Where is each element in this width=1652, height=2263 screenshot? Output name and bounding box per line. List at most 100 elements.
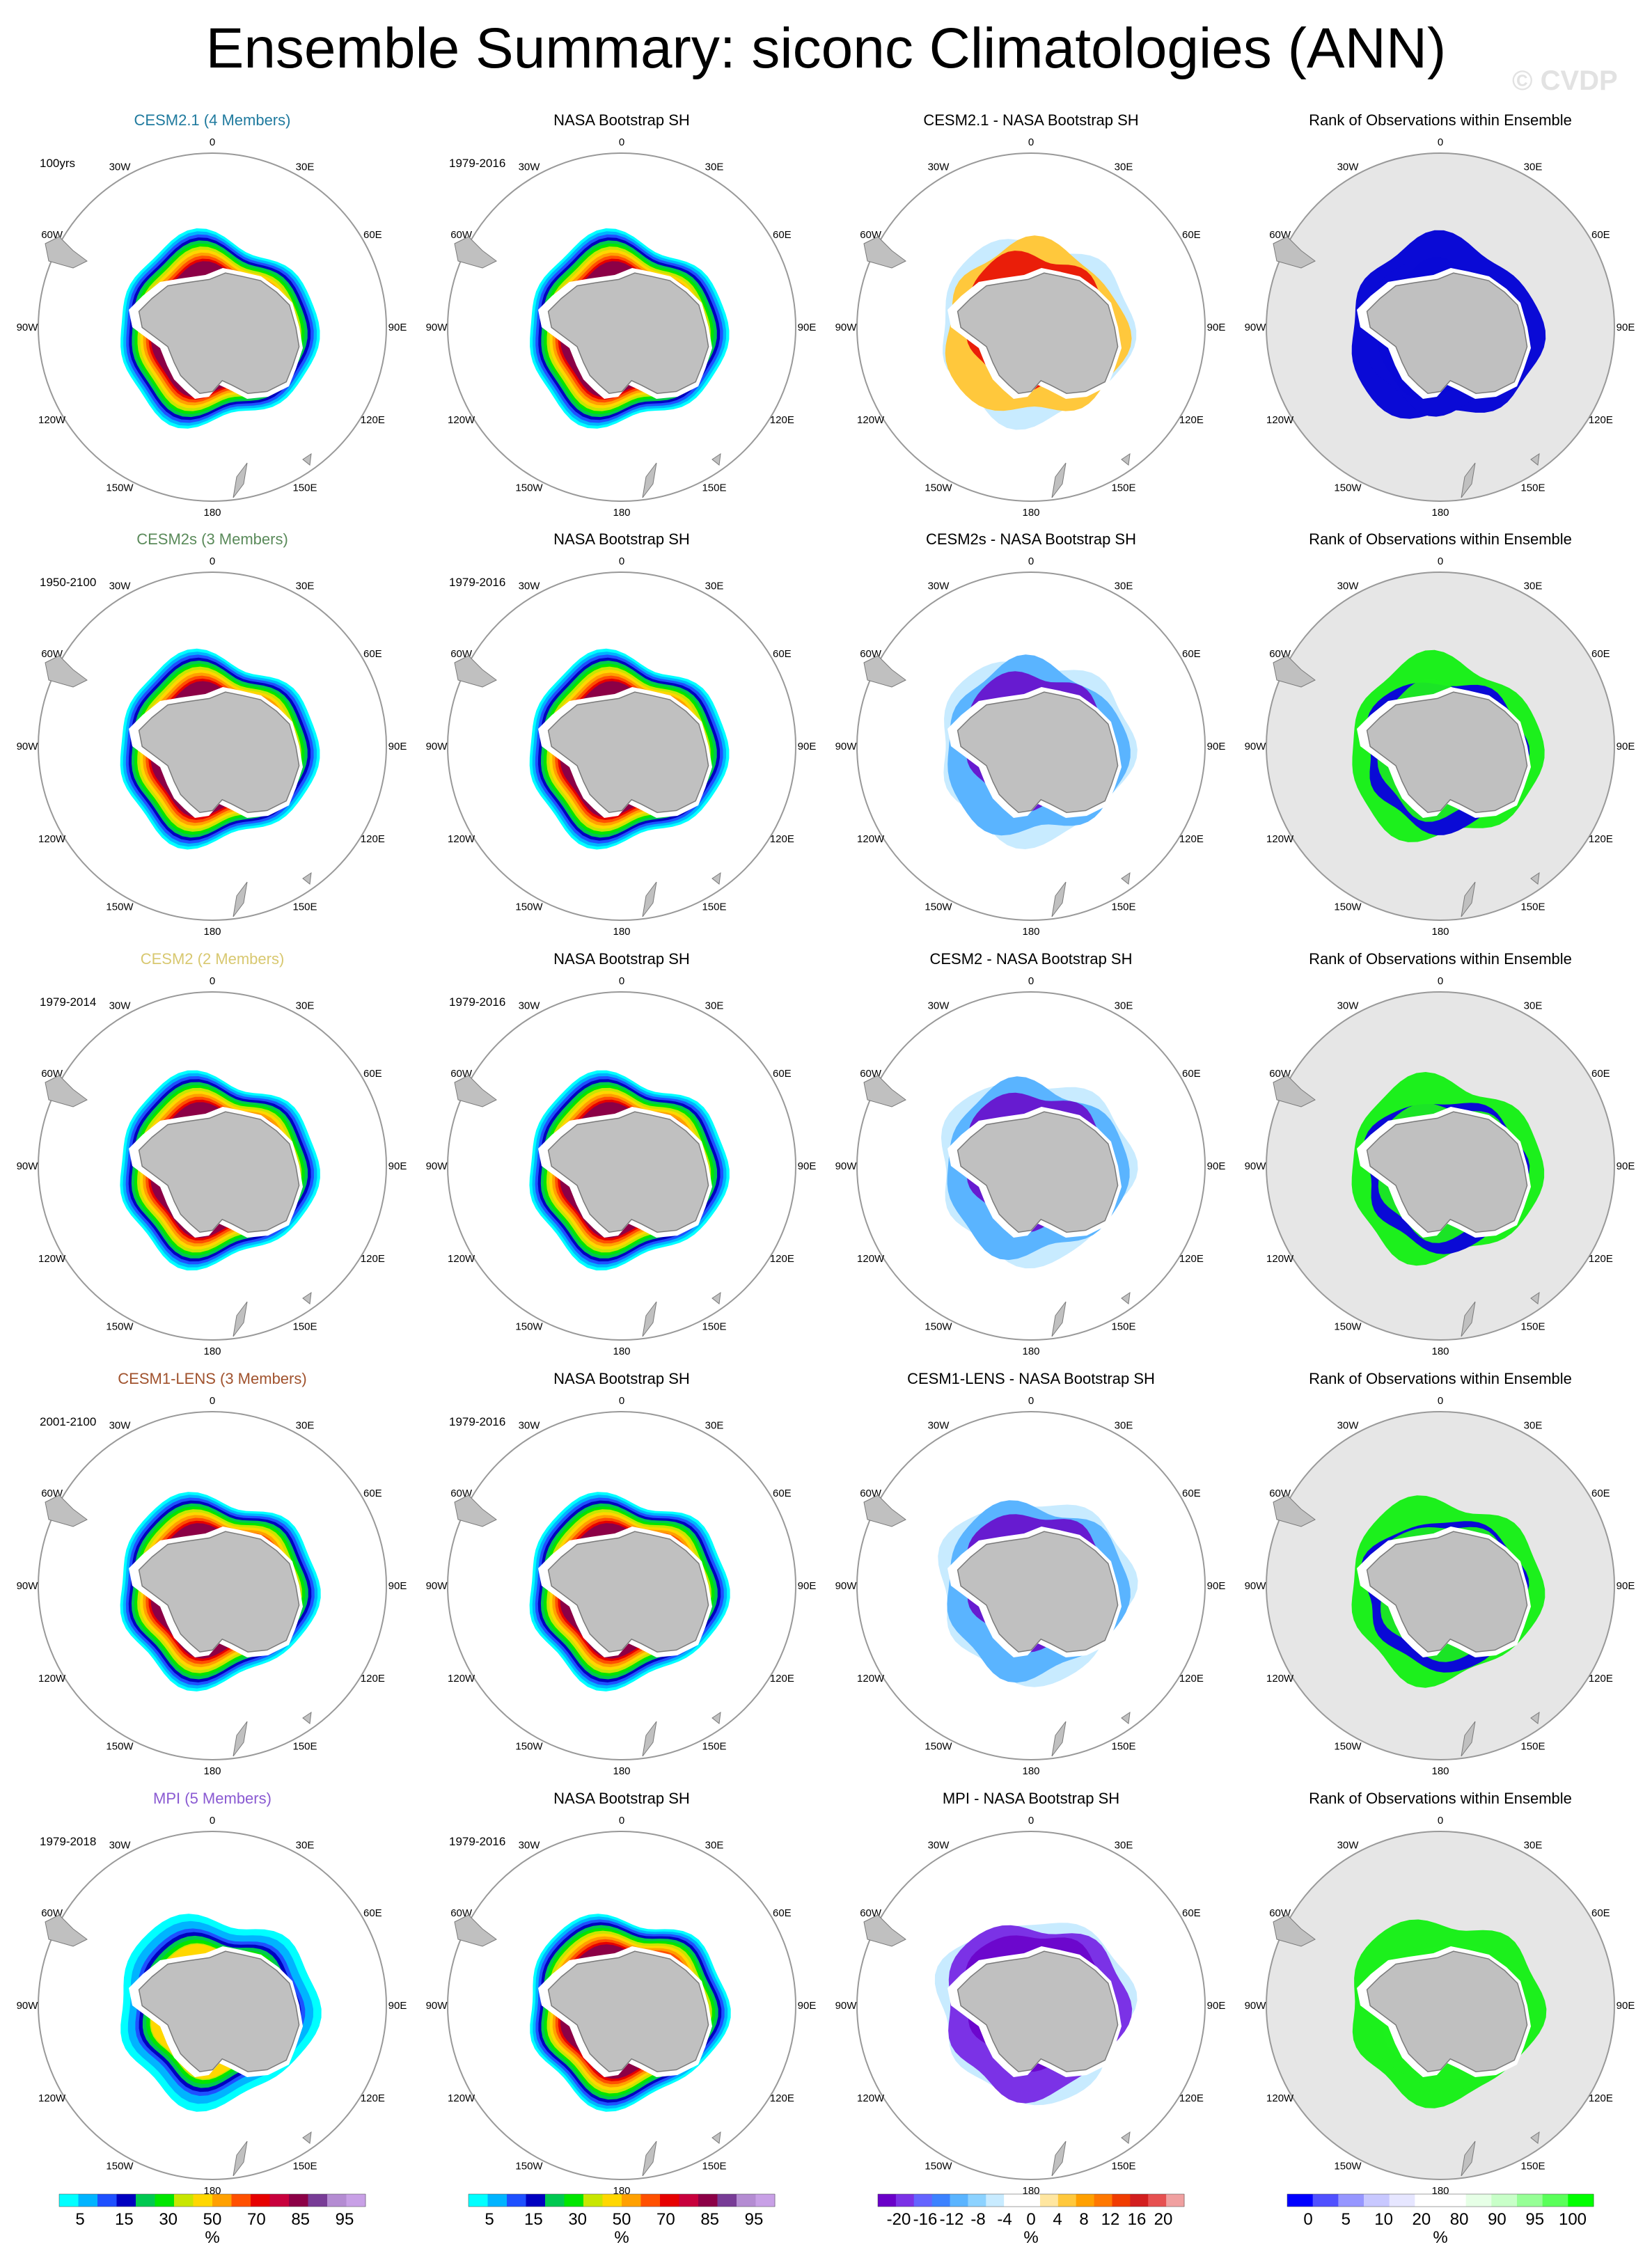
longitude-label: 120E	[361, 833, 385, 845]
colorbar-swatch	[755, 2194, 776, 2207]
longitude-label: 120W	[857, 2092, 885, 2104]
rank-panel-title: Rank of Observations within Ensemble	[1309, 950, 1572, 968]
longitude-label: 30W	[928, 1420, 950, 1432]
longitude-label: 150W	[515, 1740, 543, 1752]
antarctica-landmass	[547, 1111, 709, 1233]
colorbar-swatch	[212, 2194, 232, 2207]
colorbar-swatch	[231, 2194, 251, 2207]
colorbar-swatch	[602, 2194, 622, 2207]
colorbar-swatch	[950, 2194, 968, 2207]
longitude-label: 150W	[106, 2160, 134, 2172]
colorbar-tick-label: 5	[75, 2210, 84, 2229]
new-zealand-landmass	[1051, 1721, 1067, 1757]
longitude-label: 120E	[1589, 1673, 1613, 1685]
colorbar-swatch	[583, 2194, 603, 2207]
antarctica-landmass	[138, 272, 300, 394]
longitude-label: 120E	[770, 1673, 794, 1685]
antarctica-landmass	[1366, 691, 1528, 813]
longitude-label: 30E	[296, 1840, 315, 1852]
longitude-label: 90W	[426, 1160, 448, 1172]
south-america-landmass	[863, 1075, 906, 1107]
longitude-label: 90W	[835, 741, 858, 752]
watermark-text: © CVDP	[1512, 65, 1618, 96]
longitude-label: 180	[1022, 507, 1039, 519]
map-panel: 030E60E90E120E150E180150W120W90W60W30WCE…	[17, 950, 407, 1357]
colorbar-swatch	[1389, 2194, 1415, 2207]
longitude-label: 0	[619, 1815, 624, 1827]
longitude-label: 90W	[835, 322, 858, 333]
map-panel: 030E60E90E120E150E180150W120W90W60W30WCE…	[17, 530, 407, 938]
longitude-label: 30W	[109, 1840, 132, 1852]
longitude-label: 120E	[1179, 1673, 1204, 1685]
model-panel-title: MPI (5 Members)	[153, 1790, 272, 1807]
longitude-label: 90W	[17, 2000, 39, 2012]
obs-period-label: 1979-2016	[449, 1415, 505, 1428]
longitude-label: 0	[1028, 975, 1034, 987]
colorbar-swatch	[97, 2194, 117, 2207]
colorbar-swatch	[564, 2194, 584, 2207]
longitude-label: 30W	[109, 1420, 132, 1432]
colorbar-tick-label: 100	[1559, 2210, 1587, 2229]
longitude-label: 30E	[705, 1000, 724, 1012]
obs-period-label: 1979-2016	[449, 995, 505, 1009]
island-landmass	[302, 1711, 312, 1724]
colorbar-swatch	[155, 2194, 175, 2207]
longitude-label: 90W	[1245, 322, 1267, 333]
map-panel: 030E60E90E120E150E180150W120W90W60W30WMP…	[835, 1790, 1226, 2197]
colorbar-tick-label: 95	[745, 2210, 764, 2229]
island-landmass	[1530, 2131, 1540, 2144]
new-zealand-landmass	[642, 1301, 657, 1337]
longitude-label: 120W	[857, 1673, 885, 1685]
longitude-label: 150W	[1334, 901, 1362, 913]
longitude-label: 150E	[702, 2160, 726, 2172]
colorbar-swatch	[269, 2194, 290, 2207]
model-period-label: 100yrs	[40, 157, 75, 170]
longitude-label: 120W	[1266, 1253, 1294, 1265]
model-panel-title: CESM2.1 (4 Members)	[134, 111, 291, 129]
longitude-label: 150W	[106, 901, 134, 913]
longitude-label: 90W	[17, 1160, 39, 1172]
longitude-label: 90E	[798, 322, 817, 333]
longitude-label: 0	[619, 975, 624, 987]
colorbar-unit-label: %	[1433, 2228, 1447, 2247]
longitude-label: 30W	[1337, 161, 1360, 173]
island-landmass	[302, 872, 312, 885]
colorbar-swatch	[545, 2194, 565, 2207]
colorbar-unit-label: %	[205, 2228, 219, 2247]
longitude-label: 60E	[1591, 1907, 1610, 1919]
colorbar-swatch	[1491, 2194, 1518, 2207]
colorbar-tick-label: 20	[1413, 2210, 1431, 2229]
colorbar-swatch	[251, 2194, 270, 2207]
longitude-label: 60E	[773, 229, 792, 241]
longitude-label: 150E	[1111, 901, 1135, 913]
colorbar-tick-label: 80	[1450, 2210, 1469, 2229]
south-america-landmass	[863, 1495, 906, 1527]
longitude-label: 150E	[292, 2160, 317, 2172]
colorbar-tick-label: 90	[1488, 2210, 1507, 2229]
colorbar-swatch	[308, 2194, 328, 2207]
model-panel-title: CESM2 (2 Members)	[141, 950, 285, 968]
longitude-label: 60E	[363, 1488, 382, 1499]
longitude-label: 60E	[1182, 1488, 1201, 1499]
longitude-label: 180	[613, 1765, 630, 1777]
south-america-landmass	[45, 655, 88, 688]
south-america-landmass	[45, 1495, 88, 1527]
colorbar-tick-label: 0	[1026, 2210, 1035, 2229]
colorbar-frame	[877, 2193, 1185, 2207]
longitude-label: 150W	[925, 1320, 952, 1332]
diff-panel-title: MPI - NASA Bootstrap SH	[943, 1790, 1119, 1807]
longitude-label: 0	[1438, 555, 1443, 567]
longitude-label: 150E	[1111, 2160, 1135, 2172]
longitude-label: 60E	[1182, 229, 1201, 241]
colorbar-tick-label: 5	[485, 2210, 494, 2229]
longitude-label: 0	[1028, 136, 1034, 148]
longitude-label: 180	[203, 507, 221, 519]
longitude-label: 0	[210, 136, 215, 148]
colorbar-swatch	[1312, 2194, 1339, 2207]
longitude-label: 90W	[835, 1160, 858, 1172]
longitude-label: 30E	[1115, 161, 1133, 173]
longitude-label: 60E	[1182, 648, 1201, 660]
model-period-label: 1950-2100	[40, 576, 96, 589]
colorbar-tick-label: -4	[997, 2210, 1012, 2229]
colorbar-tick-label: 30	[159, 2210, 178, 2229]
